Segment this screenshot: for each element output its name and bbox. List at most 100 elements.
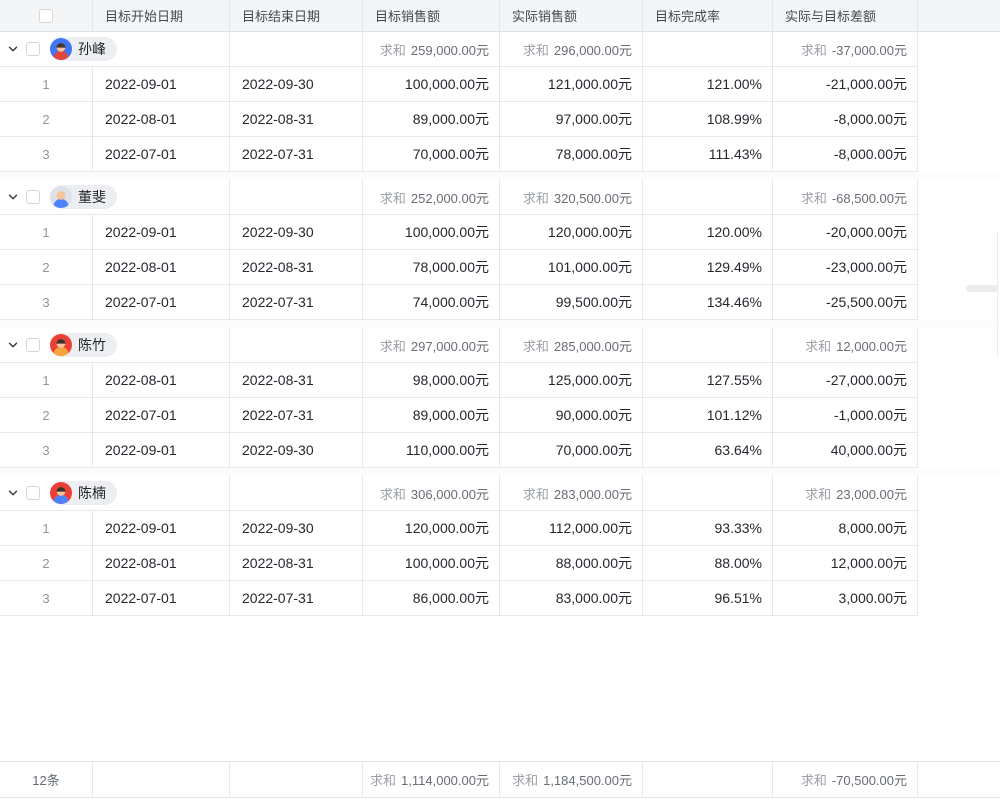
group-empty-cell[interactable] [230, 180, 363, 215]
column-header-target-end-date[interactable]: 目标结束日期 [230, 0, 363, 32]
cell-end-date[interactable]: 2022-08-31 [230, 250, 363, 285]
row-number[interactable]: 2 [0, 398, 93, 433]
cell-completion-rate[interactable]: 88.00% [643, 546, 773, 581]
group-sum-actual-sales[interactable]: 求和 296,000.00元 [500, 32, 643, 67]
cell-diff[interactable]: -23,000.00元 [773, 250, 918, 285]
cell-completion-rate[interactable]: 127.55% [643, 363, 773, 398]
cell-diff[interactable]: -8,000.00元 [773, 102, 918, 137]
cell-start-date[interactable]: 2022-08-01 [93, 102, 230, 137]
cell-start-date[interactable]: 2022-09-01 [93, 433, 230, 468]
group-title-cell[interactable]: 陈楠 [0, 476, 230, 511]
cell-start-date[interactable]: 2022-08-01 [93, 363, 230, 398]
chevron-down-icon[interactable] [0, 43, 26, 55]
group-sum-diff[interactable]: 求和 -68,500.00元 [773, 180, 918, 215]
cell-start-date[interactable]: 2022-07-01 [93, 581, 230, 616]
cell-actual-sales[interactable]: 70,000.00元 [500, 433, 643, 468]
footer-sum-diff[interactable]: 求和 -70,500.00元 [773, 762, 918, 797]
cell-actual-sales[interactable]: 90,000.00元 [500, 398, 643, 433]
cell-target-sales[interactable]: 98,000.00元 [363, 363, 500, 398]
group-title-cell[interactable]: 孙峰 [0, 32, 230, 67]
cell-end-date[interactable]: 2022-07-31 [230, 398, 363, 433]
cell-end-date[interactable]: 2022-08-31 [230, 102, 363, 137]
cell-diff[interactable]: 40,000.00元 [773, 433, 918, 468]
cell-target-sales[interactable]: 110,000.00元 [363, 433, 500, 468]
cell-end-date[interactable]: 2022-09-30 [230, 433, 363, 468]
group-empty-cell[interactable] [230, 476, 363, 511]
group-sum-actual-sales[interactable]: 求和 283,000.00元 [500, 476, 643, 511]
group-empty-cell[interactable] [230, 32, 363, 67]
cell-completion-rate[interactable]: 111.43% [643, 137, 773, 172]
column-header-target-sales[interactable]: 目标销售额 [363, 0, 500, 32]
footer-empty-cell[interactable] [643, 762, 773, 797]
cell-actual-sales[interactable]: 112,000.00元 [500, 511, 643, 546]
chevron-down-icon[interactable] [0, 339, 26, 351]
row-number[interactable]: 1 [0, 363, 93, 398]
cell-actual-sales[interactable]: 88,000.00元 [500, 546, 643, 581]
group-sum-target-sales[interactable]: 求和 306,000.00元 [363, 476, 500, 511]
group-title-cell[interactable]: 陈竹 [0, 328, 230, 363]
cell-target-sales[interactable]: 74,000.00元 [363, 285, 500, 320]
group-checkbox[interactable] [26, 486, 40, 500]
person-chip[interactable]: 董斐 [50, 185, 117, 209]
group-sum-diff[interactable]: 求和 23,000.00元 [773, 476, 918, 511]
cell-target-sales[interactable]: 89,000.00元 [363, 102, 500, 137]
chevron-down-icon[interactable] [0, 487, 26, 499]
cell-diff[interactable]: 3,000.00元 [773, 581, 918, 616]
footer-sum-target-sales[interactable]: 求和 1,114,000.00元 [363, 762, 500, 797]
group-title-cell[interactable]: 董斐 [0, 180, 230, 215]
row-number[interactable]: 3 [0, 581, 93, 616]
cell-start-date[interactable]: 2022-07-01 [93, 285, 230, 320]
cell-actual-sales[interactable]: 101,000.00元 [500, 250, 643, 285]
cell-actual-sales[interactable]: 83,000.00元 [500, 581, 643, 616]
cell-diff[interactable]: -21,000.00元 [773, 67, 918, 102]
row-number[interactable]: 2 [0, 250, 93, 285]
row-number[interactable]: 1 [0, 67, 93, 102]
cell-target-sales[interactable]: 78,000.00元 [363, 250, 500, 285]
group-checkbox[interactable] [26, 338, 40, 352]
cell-target-sales[interactable]: 120,000.00元 [363, 511, 500, 546]
cell-diff[interactable]: -1,000.00元 [773, 398, 918, 433]
row-number[interactable]: 2 [0, 102, 93, 137]
cell-start-date[interactable]: 2022-07-01 [93, 137, 230, 172]
group-empty-cell[interactable] [230, 328, 363, 363]
cell-diff[interactable]: 8,000.00元 [773, 511, 918, 546]
group-empty-cell[interactable] [643, 32, 773, 67]
group-sum-diff[interactable]: 求和 12,000.00元 [773, 328, 918, 363]
footer-empty-cell[interactable] [93, 762, 230, 797]
cell-actual-sales[interactable]: 78,000.00元 [500, 137, 643, 172]
cell-completion-rate[interactable]: 121.00% [643, 67, 773, 102]
cell-completion-rate[interactable]: 96.51% [643, 581, 773, 616]
cell-end-date[interactable]: 2022-08-31 [230, 363, 363, 398]
group-empty-cell[interactable] [643, 328, 773, 363]
cell-end-date[interactable]: 2022-09-30 [230, 67, 363, 102]
cell-target-sales[interactable]: 86,000.00元 [363, 581, 500, 616]
cell-end-date[interactable]: 2022-08-31 [230, 546, 363, 581]
header-select-cell[interactable] [0, 0, 93, 32]
group-checkbox[interactable] [26, 190, 40, 204]
cell-completion-rate[interactable]: 134.46% [643, 285, 773, 320]
column-header-completion-rate[interactable]: 目标完成率 [643, 0, 773, 32]
cell-target-sales[interactable]: 100,000.00元 [363, 215, 500, 250]
person-chip[interactable]: 陈竹 [50, 333, 117, 357]
cell-actual-sales[interactable]: 125,000.00元 [500, 363, 643, 398]
cell-target-sales[interactable]: 70,000.00元 [363, 137, 500, 172]
cell-end-date[interactable]: 2022-09-30 [230, 215, 363, 250]
cell-start-date[interactable]: 2022-08-01 [93, 546, 230, 581]
cell-target-sales[interactable]: 89,000.00元 [363, 398, 500, 433]
cell-target-sales[interactable]: 100,000.00元 [363, 546, 500, 581]
cell-completion-rate[interactable]: 120.00% [643, 215, 773, 250]
person-chip[interactable]: 孙峰 [50, 37, 117, 61]
group-sum-target-sales[interactable]: 求和 252,000.00元 [363, 180, 500, 215]
footer-sum-actual-sales[interactable]: 求和 1,184,500.00元 [500, 762, 643, 797]
cell-diff[interactable]: 12,000.00元 [773, 546, 918, 581]
row-number[interactable]: 3 [0, 285, 93, 320]
cell-diff[interactable]: -25,500.00元 [773, 285, 918, 320]
cell-end-date[interactable]: 2022-07-31 [230, 137, 363, 172]
cell-start-date[interactable]: 2022-09-01 [93, 511, 230, 546]
group-checkbox[interactable] [26, 42, 40, 56]
cell-completion-rate[interactable]: 63.64% [643, 433, 773, 468]
group-empty-cell[interactable] [643, 476, 773, 511]
cell-actual-sales[interactable]: 120,000.00元 [500, 215, 643, 250]
group-sum-actual-sales[interactable]: 求和 320,500.00元 [500, 180, 643, 215]
column-header-target-start-date[interactable]: 目标开始日期 [93, 0, 230, 32]
